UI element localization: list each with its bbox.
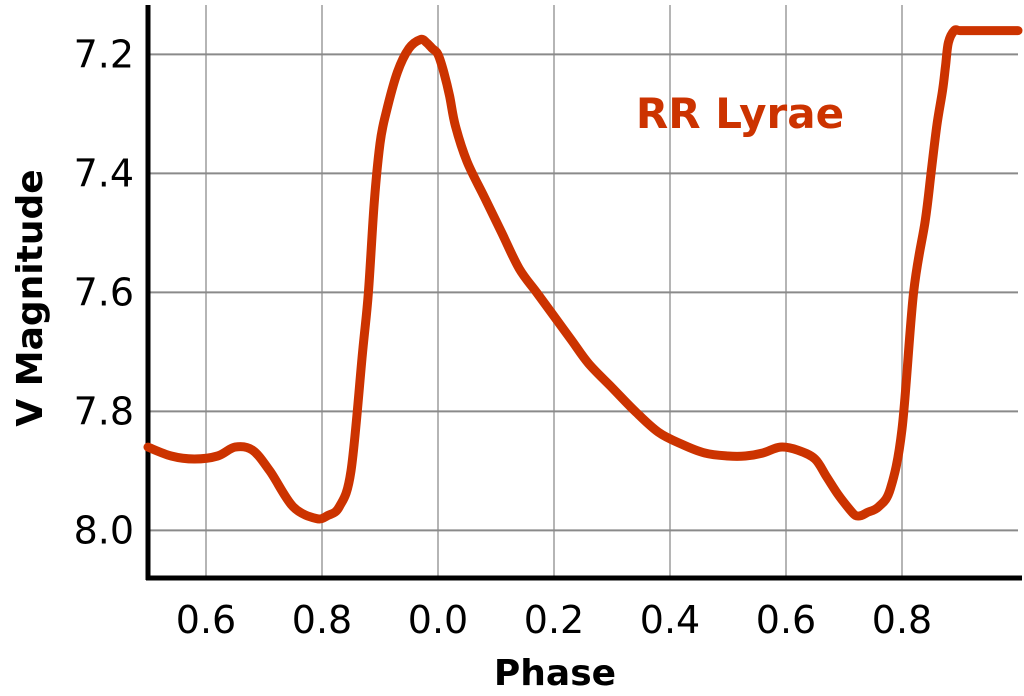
y-tick-label-0: 7.2: [74, 32, 134, 76]
x-tick-label-5: 0.6: [756, 598, 816, 642]
star-name-annotation: RR Lyrae: [636, 89, 844, 138]
y-tick-label-1: 7.4: [74, 151, 134, 195]
series-layer: [143, 25, 1023, 524]
x-tick-label-0: 0.6: [176, 598, 236, 642]
x-tick-label-1: 0.8: [292, 598, 352, 642]
x-tick-label-4: 0.4: [640, 598, 700, 642]
x-axis-title: Phase: [494, 653, 616, 694]
y-axis-title: V Magnitude: [10, 169, 51, 426]
x-tick-label-3: 0.2: [524, 598, 584, 642]
y-tick-label-2: 7.6: [74, 270, 134, 314]
x-tick-label-6: 0.8: [872, 598, 932, 642]
grid: [148, 5, 1018, 578]
axes: [145, 5, 1022, 581]
tick-labels: 7.2 7.4 7.6 7.8 8.0 0.6 0.8 0.0 0.2 0.4 0.6 0.8: [74, 32, 933, 642]
x-tick-label-2: 0.0: [408, 598, 468, 642]
y-tick-label-3: 7.8: [74, 389, 134, 433]
y-tick-label-4: 8.0: [74, 508, 134, 552]
light-curve-line-0: [143, 25, 1023, 524]
